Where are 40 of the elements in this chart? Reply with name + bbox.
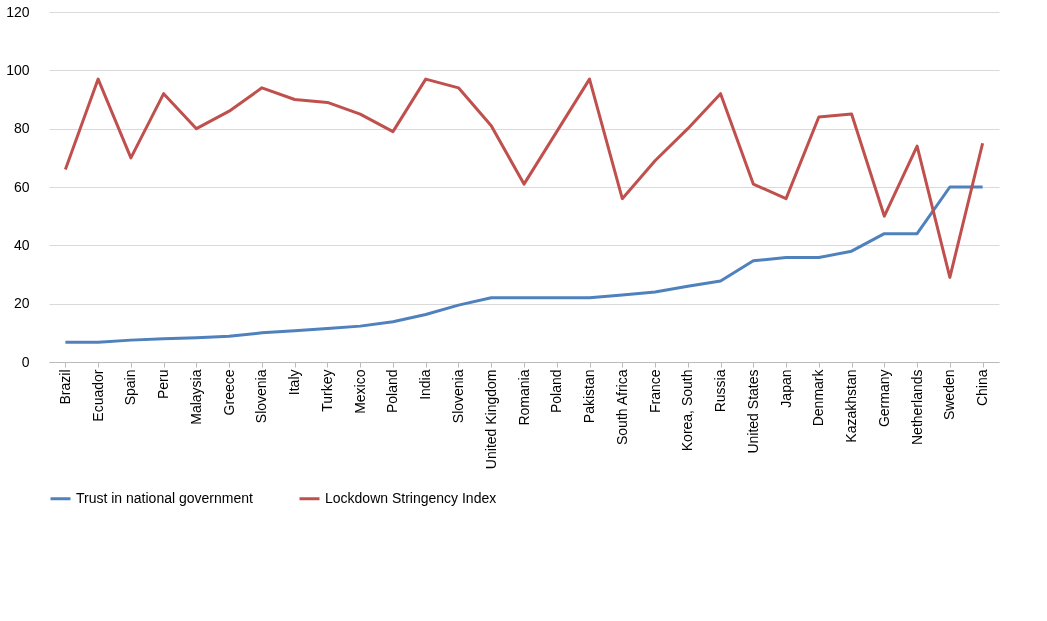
x-tick-label: Poland [384, 369, 401, 414]
x-tick-label: Mexico [351, 369, 368, 414]
x-tick-label: Sweden [941, 369, 958, 421]
x-tick-label: Denmark [810, 368, 827, 427]
y-tick-label: 120 [6, 3, 30, 20]
y-tick-label: 20 [13, 295, 30, 312]
x-tick-label: Ecuador [89, 369, 106, 422]
x-tick-label: Spain [122, 369, 139, 406]
y-tick-label: 0 [21, 353, 30, 370]
x-tick-label: Netherlands [908, 369, 925, 445]
x-tick-label: Korea, South [679, 369, 696, 452]
x-tick-label: Germany [875, 369, 892, 428]
x-tick-label: Pakistan [581, 369, 598, 424]
x-tick-label: India [417, 369, 434, 400]
y-tick-label: 60 [13, 178, 30, 195]
x-tick-label: Kazakhstan [843, 369, 860, 443]
x-tick-label: Greece [220, 369, 237, 416]
y-tick-label: 80 [13, 120, 30, 137]
x-tick-label: United States [744, 369, 761, 454]
x-tick-label: Peru [155, 369, 172, 400]
line-series [63, 77, 985, 279]
x-tick-label: Japan [777, 369, 794, 408]
x-tick-label: United Kingdom [482, 369, 499, 470]
x-tick-label: China [974, 369, 991, 407]
x-tick-label: Italy [286, 369, 303, 396]
y-tick-label: 40 [13, 236, 30, 253]
x-tick-label: France [646, 369, 663, 414]
x-tick-label: South Africa [613, 369, 630, 445]
legend-label: Trust in national government [76, 489, 254, 506]
line-series [63, 185, 985, 344]
x-tick-label: Romania [515, 369, 532, 426]
x-tick-label: Russia [712, 369, 729, 413]
x-tick-label: Brazil [56, 369, 73, 405]
y-tick-label: 100 [6, 61, 30, 78]
x-tick-label: Slovenia [449, 369, 466, 424]
legend-label: Lockdown Stringency Index [325, 489, 497, 506]
x-tick-label: Malaysia [187, 369, 204, 425]
x-tick-label: Turkey [318, 369, 335, 412]
x-tick-label: Slovenia [253, 369, 270, 424]
x-tick-label: Poland [548, 369, 565, 414]
